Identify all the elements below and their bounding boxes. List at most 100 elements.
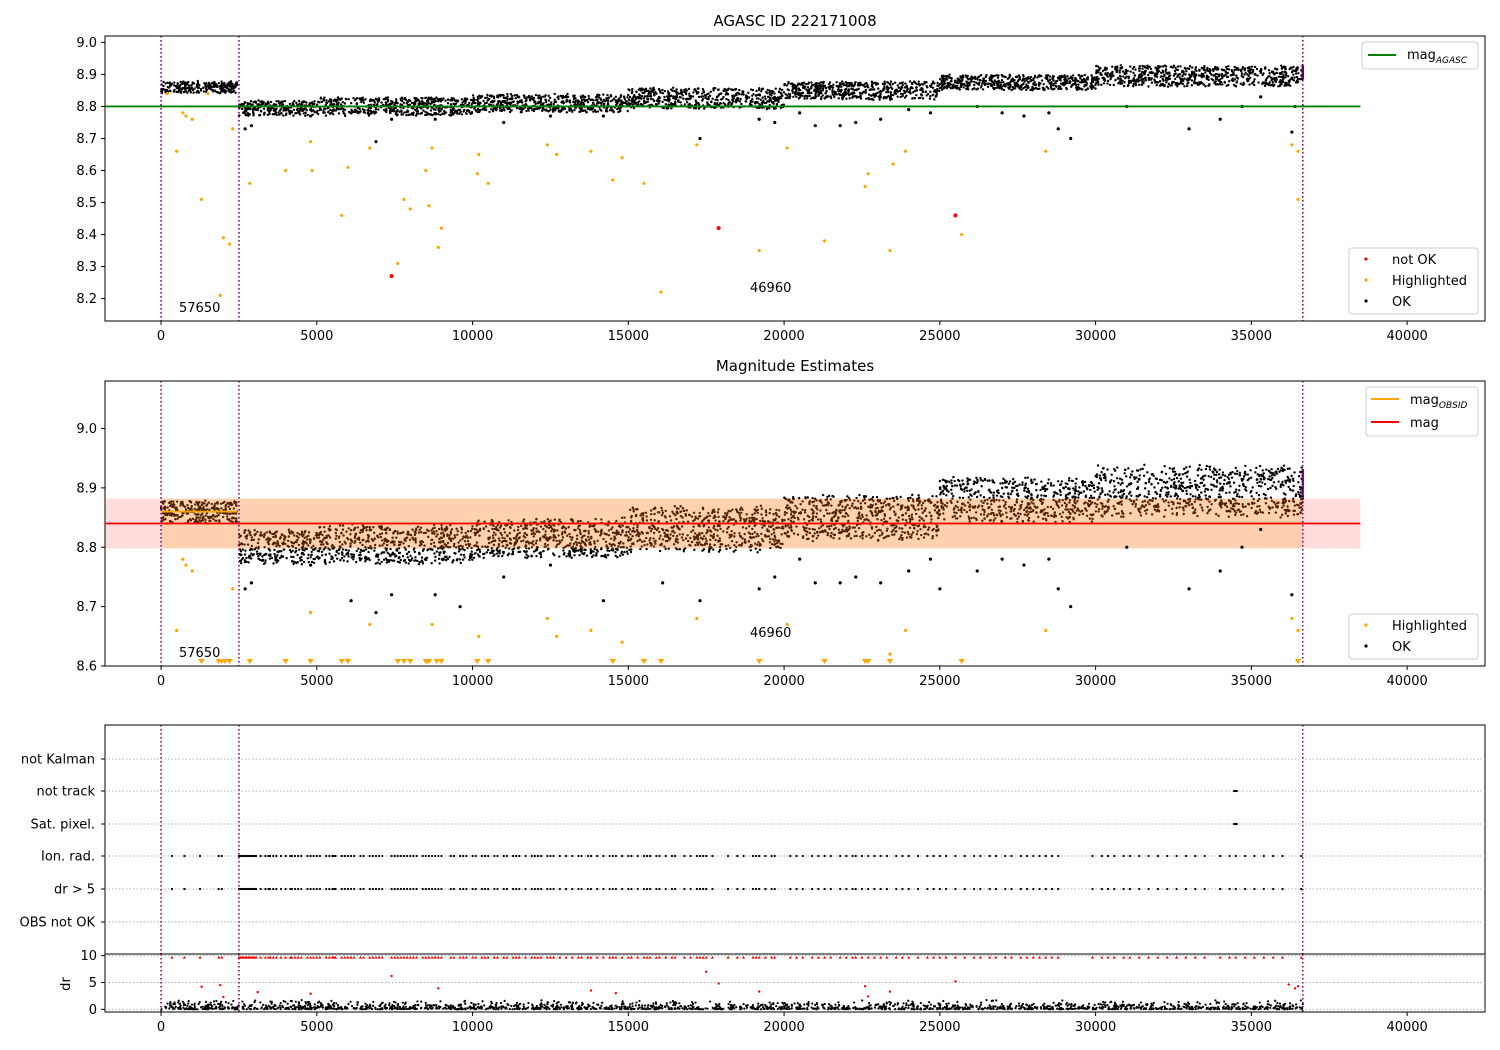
ok-point <box>1001 84 1005 88</box>
ok-point <box>773 92 776 95</box>
ok-point <box>1018 86 1021 90</box>
ok-point <box>1083 73 1086 77</box>
ok-point <box>831 90 834 94</box>
ok-point <box>1123 81 1126 84</box>
ok-point <box>1085 84 1088 87</box>
ok-point <box>1202 83 1206 86</box>
ok-point <box>309 108 312 112</box>
ok-point <box>813 124 817 128</box>
ok-point <box>184 87 187 91</box>
ok-point <box>572 96 576 99</box>
ok-point <box>1278 80 1281 84</box>
ok-point <box>857 84 861 87</box>
ok-point <box>657 100 660 104</box>
ok-point <box>1066 79 1069 82</box>
highlighted-point <box>190 117 194 121</box>
ok-point <box>229 81 232 85</box>
ok-point <box>1183 85 1186 88</box>
ok-point <box>921 87 924 91</box>
ok-point <box>1045 76 1049 79</box>
panel1-annotation-46960: 46960 <box>750 281 791 296</box>
ok-point <box>571 110 574 113</box>
ok-point <box>426 106 429 110</box>
ok-point <box>1281 80 1285 84</box>
ok-point <box>1217 74 1221 78</box>
ok-point <box>787 81 790 84</box>
ok-point <box>209 516 212 519</box>
ok-point <box>510 94 514 98</box>
ok-point <box>1037 84 1041 87</box>
ok-point <box>865 97 868 101</box>
ok-point <box>1147 85 1150 88</box>
ok-point <box>831 88 834 92</box>
ok-point <box>1175 68 1178 71</box>
ok-point <box>978 78 981 82</box>
ok-point <box>499 94 503 97</box>
ok-point <box>945 87 948 90</box>
ok-point <box>187 519 190 522</box>
ok-point <box>770 100 773 104</box>
ok-point <box>794 87 797 91</box>
ok-point <box>1212 69 1215 73</box>
ok-point <box>245 556 248 560</box>
ok-point <box>980 84 983 87</box>
ok-point <box>1277 75 1281 78</box>
ok-point <box>404 98 408 101</box>
ok-point <box>249 100 253 103</box>
ok-point <box>726 92 730 96</box>
highlighted-point <box>368 146 372 150</box>
ok-point <box>1213 65 1217 69</box>
ok-point <box>527 109 530 112</box>
ok-point <box>377 108 380 111</box>
ok-point <box>1293 76 1296 79</box>
ok-point <box>177 90 180 93</box>
ok-point <box>229 88 233 91</box>
ok-point <box>180 88 184 91</box>
ok-point <box>384 101 388 104</box>
highlighted-point <box>221 236 225 240</box>
ok-point <box>1118 74 1122 78</box>
ok-point <box>1179 65 1182 68</box>
ok-point <box>623 97 626 101</box>
ok-point <box>449 111 452 114</box>
ok-point <box>605 97 608 100</box>
ok-point <box>609 100 612 103</box>
ok-point <box>335 550 338 554</box>
ok-point <box>839 90 842 93</box>
ok-point <box>1217 83 1220 86</box>
ok-point <box>1257 81 1260 84</box>
ok-point <box>585 110 588 114</box>
ok-point <box>986 83 989 86</box>
panel1-title: AGASC ID 222171008 <box>713 12 876 30</box>
ok-point <box>425 99 429 103</box>
ok-point <box>727 98 730 102</box>
ok-point <box>601 114 606 118</box>
ok-point <box>554 109 557 112</box>
ok-point <box>341 548 345 551</box>
ok-point <box>1201 82 1204 85</box>
ok-point <box>168 519 172 523</box>
ok-point <box>263 553 266 557</box>
ok-point <box>343 555 346 558</box>
ok-point <box>1119 79 1123 82</box>
not-ok-point <box>389 274 394 279</box>
ok-point <box>689 94 693 98</box>
ok-point <box>1279 72 1282 76</box>
ok-point <box>1190 70 1194 73</box>
ok-point <box>316 112 320 116</box>
ok-point <box>235 503 238 507</box>
ok-point <box>700 92 704 95</box>
ok-point <box>1096 65 1100 68</box>
ok-point <box>308 538 311 541</box>
ok-point <box>332 99 335 103</box>
ok-point <box>318 101 321 104</box>
ok-point <box>647 89 650 92</box>
ok-point <box>727 87 730 90</box>
ok-point <box>404 561 408 564</box>
ok-point <box>1097 83 1100 86</box>
ok-point <box>302 100 305 103</box>
ok-point <box>187 86 190 89</box>
ok-point <box>299 559 302 562</box>
ok-point <box>1114 65 1117 69</box>
ok-point <box>844 80 848 84</box>
